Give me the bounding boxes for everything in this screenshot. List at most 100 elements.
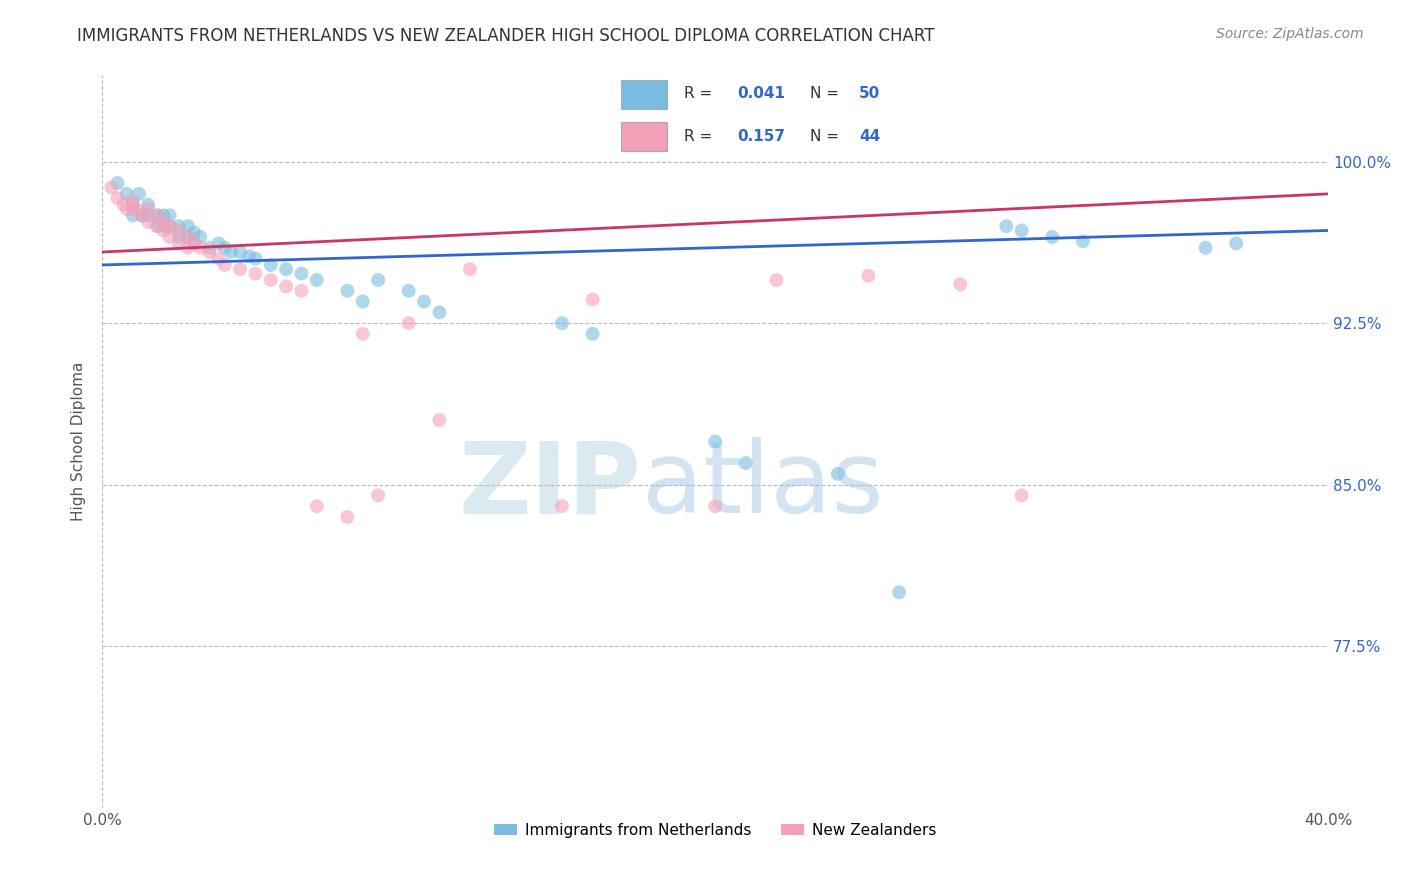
Point [115, 186, 138, 201]
Legend: Immigrants from Netherlands, New Zealanders: Immigrants from Netherlands, New Zealand… [488, 817, 942, 844]
Point [177, 241, 200, 255]
Point [336, 284, 359, 298]
Point [131, 208, 153, 222]
Point [367, 273, 389, 287]
Point [107, 176, 129, 190]
Point [183, 236, 205, 251]
Point [177, 230, 200, 244]
Point [115, 202, 138, 216]
Point [827, 467, 849, 481]
Point [159, 219, 181, 234]
Point [128, 186, 150, 201]
Point [260, 258, 283, 272]
Point [136, 202, 159, 216]
Point [238, 249, 260, 263]
Point [305, 273, 328, 287]
Point [128, 204, 150, 219]
Point [995, 219, 1018, 234]
Point [413, 294, 436, 309]
Point [398, 316, 420, 330]
Point [260, 273, 283, 287]
Point [1071, 234, 1094, 248]
Point [208, 236, 231, 251]
Point [290, 267, 312, 281]
Point [305, 499, 328, 513]
Point [427, 305, 450, 319]
Point [188, 230, 211, 244]
Point [427, 413, 450, 427]
Point [1194, 241, 1216, 255]
Point [131, 208, 153, 222]
Point [1040, 230, 1063, 244]
Point [183, 226, 205, 240]
Point [146, 219, 169, 234]
Point [146, 208, 169, 222]
Point [152, 223, 174, 237]
Point [198, 241, 221, 255]
Point [274, 279, 297, 293]
Point [458, 262, 481, 277]
Point [352, 326, 374, 341]
Point [219, 245, 242, 260]
Point [765, 273, 787, 287]
Point [107, 191, 129, 205]
Point [214, 241, 236, 255]
Point [146, 219, 169, 234]
Point [245, 267, 267, 281]
Point [152, 215, 174, 229]
Point [858, 268, 880, 283]
Point [229, 262, 252, 277]
Text: atlas: atlas [641, 437, 883, 534]
Point [581, 293, 603, 307]
Point [887, 585, 910, 599]
Point [367, 488, 389, 502]
Point [734, 456, 756, 470]
Point [274, 262, 297, 277]
Point [159, 230, 181, 244]
Point [136, 208, 159, 222]
Point [949, 277, 972, 292]
Point [336, 510, 359, 524]
Y-axis label: High School Diploma: High School Diploma [72, 362, 86, 521]
Point [159, 208, 181, 222]
Point [121, 202, 143, 216]
Point [1225, 236, 1247, 251]
Point [188, 241, 211, 255]
Point [177, 219, 200, 234]
Point [136, 197, 159, 211]
Point [167, 219, 190, 234]
Text: Source: ZipAtlas.com: Source: ZipAtlas.com [1216, 27, 1364, 41]
Point [290, 284, 312, 298]
Point [1011, 488, 1033, 502]
Point [208, 252, 231, 266]
Point [704, 434, 727, 449]
Point [214, 258, 236, 272]
Point [121, 197, 143, 211]
Point [152, 208, 174, 222]
Point [198, 245, 221, 260]
Point [167, 230, 190, 244]
Point [167, 236, 190, 251]
Point [167, 223, 190, 237]
Text: IMMIGRANTS FROM NETHERLANDS VS NEW ZEALANDER HIGH SCHOOL DIPLOMA CORRELATION CHA: IMMIGRANTS FROM NETHERLANDS VS NEW ZEALA… [77, 27, 935, 45]
Point [121, 194, 143, 208]
Point [159, 219, 181, 234]
Point [1011, 223, 1033, 237]
Point [177, 230, 200, 244]
Point [112, 197, 135, 211]
Point [704, 499, 727, 513]
Point [152, 219, 174, 234]
Point [146, 208, 169, 222]
Point [551, 499, 574, 513]
Point [183, 236, 205, 251]
Point [245, 252, 267, 266]
Point [100, 180, 122, 194]
Point [551, 316, 574, 330]
Text: ZIP: ZIP [458, 437, 641, 534]
Point [398, 284, 420, 298]
Point [136, 215, 159, 229]
Point [581, 326, 603, 341]
Point [352, 294, 374, 309]
Point [229, 245, 252, 260]
Point [121, 208, 143, 222]
